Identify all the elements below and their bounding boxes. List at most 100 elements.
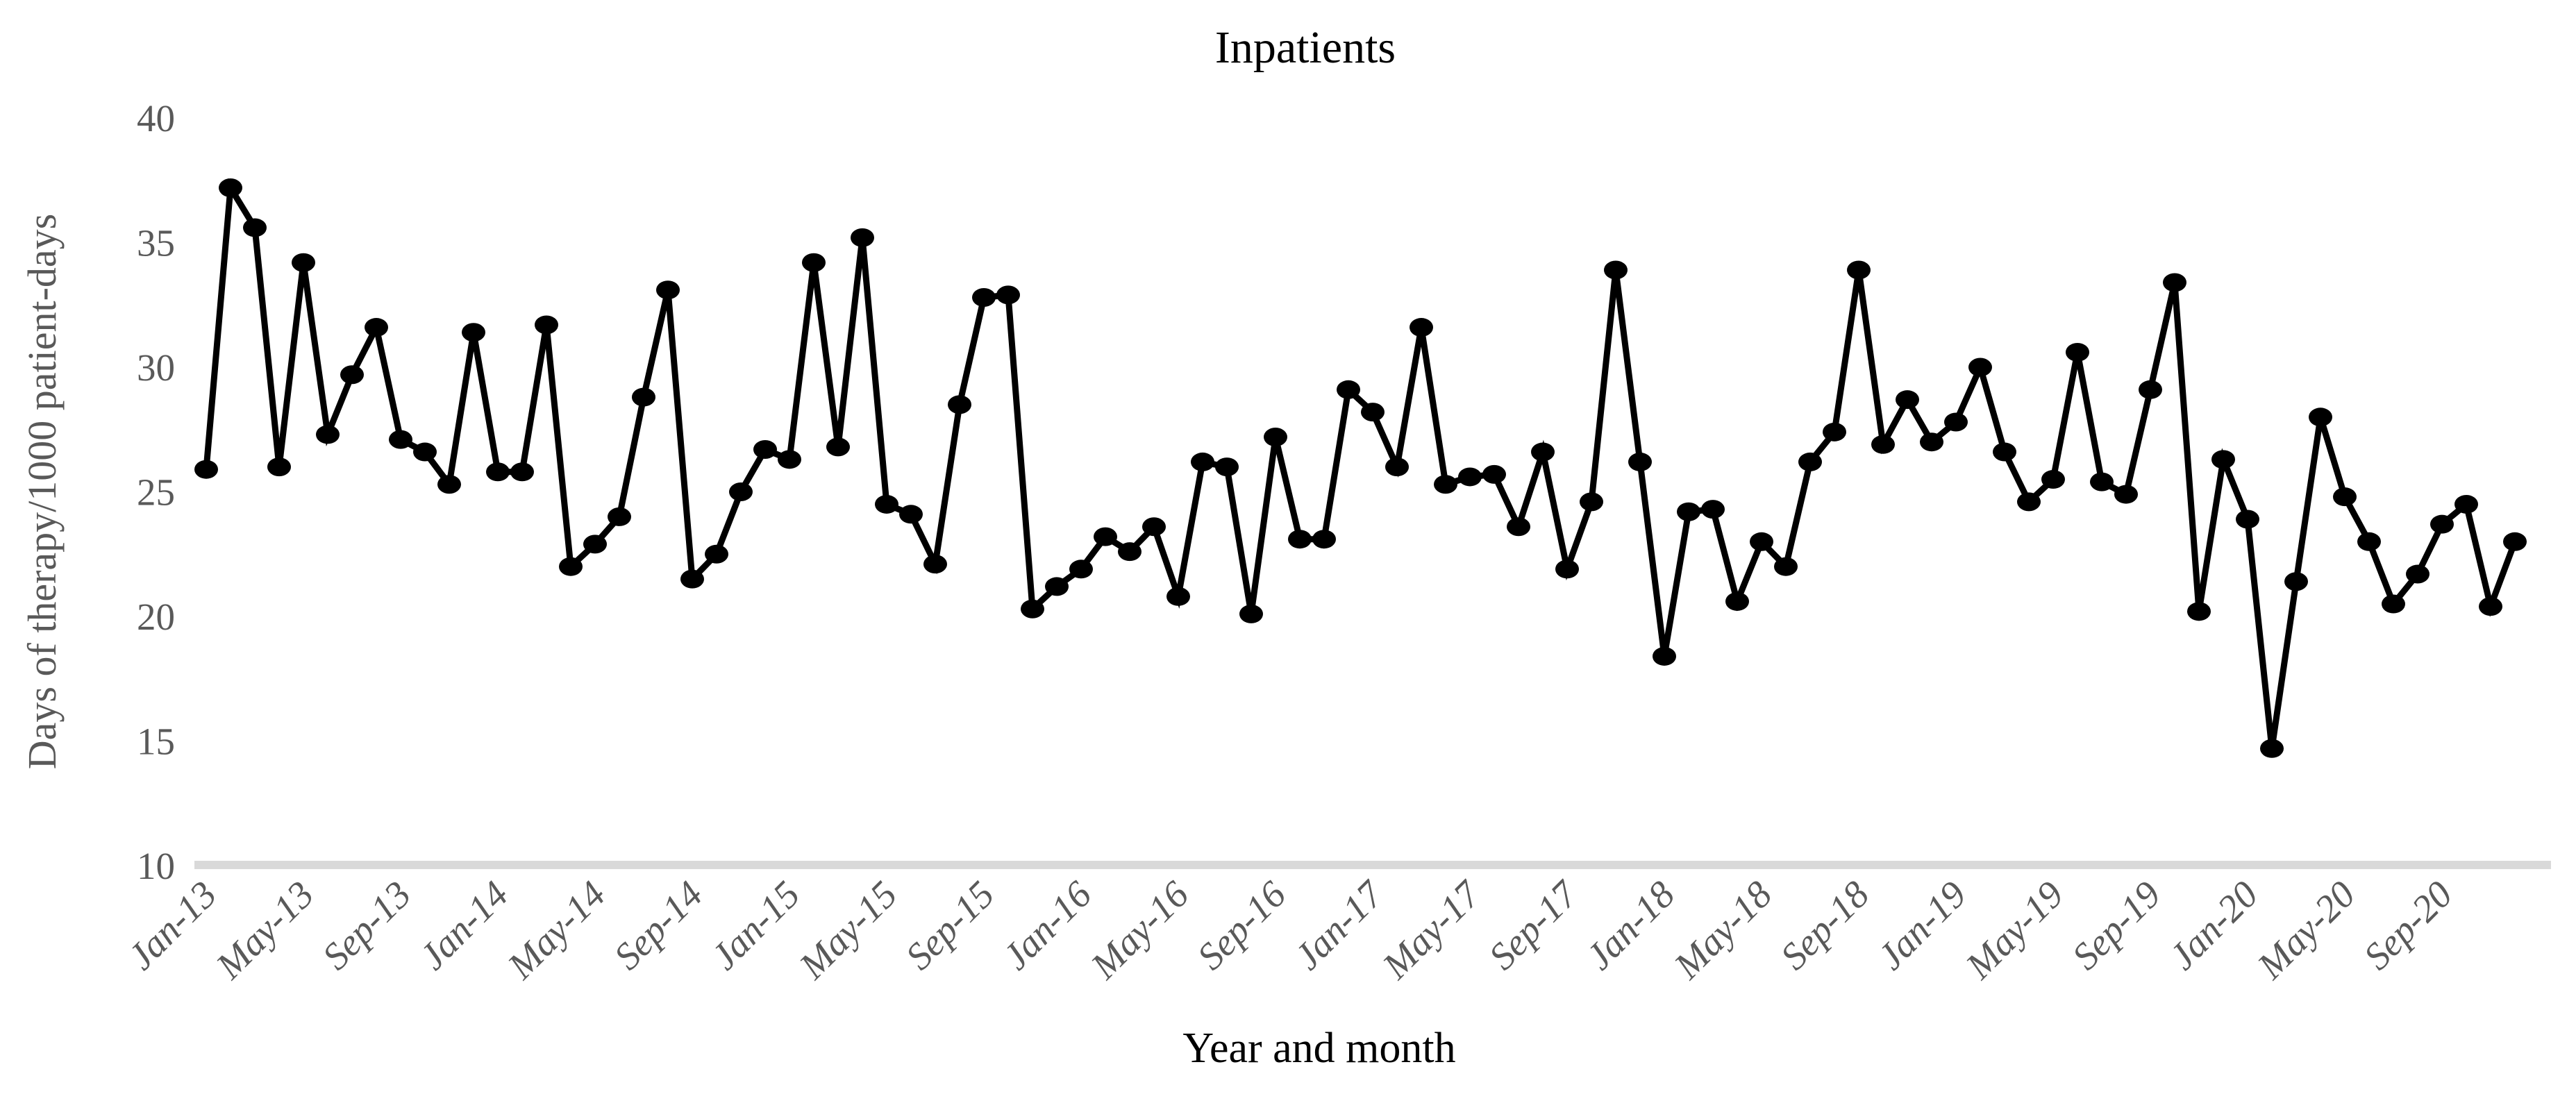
data-point (462, 323, 485, 342)
data-point (826, 437, 850, 457)
data-point (2066, 342, 2089, 362)
data-point (389, 430, 412, 449)
data-point (1968, 358, 1992, 377)
x-tick-label: May-17 (1374, 872, 1490, 988)
data-point (1774, 557, 1798, 576)
data-point (2357, 532, 2381, 551)
data-point (292, 253, 315, 272)
data-point (340, 365, 364, 385)
x-tick-label: Jan-15 (703, 873, 808, 977)
data-point (1628, 452, 1652, 471)
data-point (1215, 457, 1239, 477)
data-point (2163, 273, 2186, 292)
series-line (203, 178, 2518, 749)
data-point (1750, 532, 1773, 551)
data-point (1385, 457, 1409, 477)
data-point (219, 178, 242, 198)
data-point (972, 287, 996, 307)
data-point (316, 425, 340, 444)
data-point (2114, 485, 2138, 504)
x-tick-label: Jan-17 (1286, 872, 1392, 978)
data-point (1094, 527, 1117, 546)
data-point (1458, 467, 1482, 487)
data-point (2479, 597, 2502, 616)
y-tick-label: 15 (137, 721, 175, 763)
data-point (1482, 464, 1506, 484)
data-point (1725, 591, 1749, 611)
data-point (923, 555, 947, 574)
x-tick-label: Jan-16 (994, 873, 1099, 977)
x-tick-label: Sep-13 (314, 873, 419, 977)
data-point (1045, 577, 1069, 596)
data-point (875, 494, 898, 514)
x-tick-label: May-16 (1082, 873, 1197, 987)
data-point (1021, 599, 1044, 619)
x-tick-label: Sep-20 (2355, 873, 2460, 977)
y-tick-label: 20 (137, 596, 175, 638)
x-tick-label: Jan-19 (1869, 873, 1974, 977)
data-point (1288, 530, 1312, 549)
data-point (1677, 502, 1700, 521)
data-point (1653, 646, 1676, 666)
data-point (899, 505, 923, 524)
x-tick-label: Sep-14 (605, 873, 710, 977)
y-tick-label: 30 (137, 346, 175, 389)
x-tick-label: Jan-13 (119, 873, 224, 977)
data-point (243, 218, 267, 237)
y-tick-labels: 10 15 20 25 30 35 40 (137, 97, 175, 887)
data-point (948, 395, 971, 414)
data-point (2017, 492, 2041, 512)
y-tick-label: 40 (137, 97, 175, 140)
x-axis-title: Year and month (1182, 1025, 1455, 1072)
data-point (1871, 435, 1895, 454)
data-point (1312, 530, 1336, 549)
data-point (1069, 560, 1093, 579)
data-point (1531, 442, 1555, 462)
data-point (1896, 390, 1919, 410)
y-tick-label: 10 (137, 845, 175, 887)
data-point (2041, 470, 2065, 489)
data-point (729, 482, 753, 501)
data-point (510, 462, 534, 482)
data-point (608, 507, 631, 526)
data-point (753, 439, 777, 459)
data-point (1239, 604, 1263, 623)
data-point (1434, 475, 1457, 494)
data-point (2333, 487, 2357, 507)
data-point (1507, 517, 1530, 537)
x-tick-labels: Jan-13May-13Sep-13Jan-14May-14Sep-14Jan-… (119, 872, 2460, 988)
data-point (2139, 380, 2162, 399)
data-point (778, 450, 801, 469)
data-point (1920, 432, 1943, 452)
data-point (559, 557, 583, 576)
x-tick-label: May-20 (2249, 873, 2364, 987)
x-tick-label: Sep-16 (1189, 873, 1294, 977)
data-point (996, 285, 1020, 305)
data-point (1944, 412, 1968, 432)
x-tick-label: May-18 (1666, 873, 1780, 987)
x-tick-label: Sep-19 (2064, 873, 2168, 977)
data-point (1118, 542, 1141, 562)
y-tick-label: 25 (137, 471, 175, 514)
x-tick-label: May-14 (499, 873, 614, 987)
data-point (1580, 492, 1603, 512)
data-point (802, 253, 826, 272)
data-point (1555, 560, 1579, 579)
data-point (2406, 564, 2429, 584)
data-point (2260, 739, 2284, 758)
x-tick-label: Jan-18 (1578, 873, 1682, 977)
x-tick-label: Sep-15 (897, 873, 1002, 977)
data-point (2187, 602, 2211, 621)
x-tick-label: May-13 (208, 873, 322, 987)
data-point (1337, 380, 1360, 399)
data-point (413, 442, 437, 462)
data-point (1410, 318, 1433, 337)
data-point (194, 460, 218, 479)
data-point (2284, 572, 2308, 591)
x-tick-label: Jan-20 (2161, 873, 2266, 977)
data-point (535, 315, 558, 335)
x-tick-label: May-15 (791, 873, 905, 987)
data-point (2430, 514, 2454, 534)
